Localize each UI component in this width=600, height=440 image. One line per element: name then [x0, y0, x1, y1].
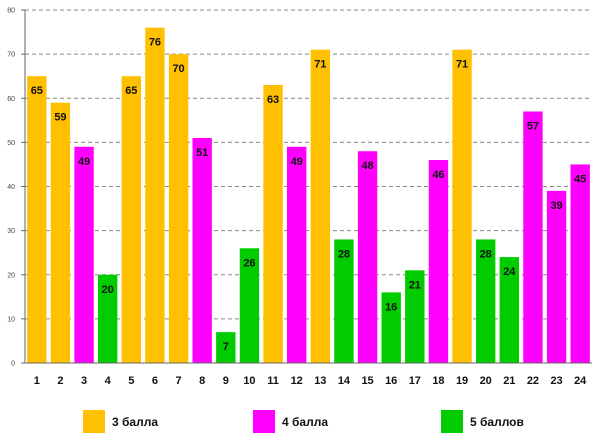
data-label: 49	[291, 156, 303, 168]
x-tick-label: 12	[291, 375, 303, 387]
x-tick-label: 24	[574, 375, 587, 387]
bar	[239, 248, 260, 363]
data-label: 24	[503, 266, 516, 278]
data-label: 57	[527, 120, 539, 132]
x-tick-label: 20	[480, 375, 492, 387]
x-tick-label: 19	[456, 375, 468, 387]
y-tick-label: 20	[7, 272, 15, 279]
bars: 65 59 49 20 65 76 70 51 7 26 63 49 71 28 48 16 21 46 71 28 2…	[27, 27, 590, 364]
bar	[546, 190, 567, 363]
y-tick-label: 30	[7, 228, 15, 235]
legend-swatch	[83, 410, 105, 433]
grid-lines	[25, 9, 592, 320]
x-tick-label: 18	[432, 375, 444, 387]
x-axis-ticks: 1 2 3 4 5 6 7 8 9 10 11 12 13 14 15 16 17 18 19 20 21 22 23 24	[34, 375, 587, 387]
x-tick-label: 1	[34, 375, 40, 387]
data-label: 20	[102, 284, 114, 296]
data-label: 71	[456, 59, 468, 71]
bar	[570, 164, 590, 363]
data-label: 28	[338, 248, 350, 260]
x-tick-label: 9	[223, 375, 229, 387]
bar	[145, 27, 165, 364]
data-label: 65	[31, 85, 43, 97]
bar	[310, 49, 330, 364]
data-label: 63	[267, 94, 279, 106]
x-tick-label: 5	[128, 375, 134, 387]
bar	[334, 239, 354, 363]
y-tick-label: 0	[11, 361, 15, 368]
bar	[263, 85, 283, 363]
legend: 3 балла 4 балла 5 баллов	[83, 410, 524, 433]
x-tick-label: 22	[527, 375, 539, 387]
bar	[357, 151, 378, 363]
x-tick-label: 14	[338, 375, 351, 387]
bar	[121, 76, 141, 363]
data-label: 59	[54, 112, 66, 124]
data-label: 71	[314, 59, 326, 71]
x-tick-label: 11	[267, 375, 279, 387]
y-tick-label: 60	[7, 96, 15, 103]
x-tick-label: 15	[361, 375, 373, 387]
legend-label: 3 балла	[112, 415, 158, 429]
x-tick-label: 6	[152, 375, 158, 387]
x-tick-label: 16	[385, 375, 397, 387]
axes	[21, 9, 592, 364]
data-label: 46	[432, 169, 444, 181]
bar	[98, 274, 118, 363]
bar	[499, 257, 519, 363]
x-tick-label: 2	[57, 375, 63, 387]
y-tick-label: 50	[7, 140, 15, 147]
x-tick-label: 10	[243, 375, 255, 387]
x-tick-label: 21	[503, 375, 515, 387]
data-label: 65	[125, 85, 137, 97]
x-tick-label: 7	[176, 375, 182, 387]
data-label: 39	[550, 200, 562, 212]
data-label: 16	[385, 301, 397, 313]
y-tick-label: 80	[7, 8, 15, 15]
data-label: 21	[409, 279, 421, 291]
x-tick-label: 23	[550, 375, 562, 387]
bar	[168, 54, 189, 363]
data-label: 48	[361, 160, 373, 172]
y-tick-label: 70	[7, 52, 15, 59]
bar	[405, 270, 425, 363]
x-tick-label: 13	[314, 375, 326, 387]
data-label: 45	[574, 173, 586, 185]
legend-swatch	[253, 410, 275, 433]
x-tick-label: 4	[105, 375, 112, 387]
bar	[381, 292, 401, 363]
y-tick-label: 10	[7, 316, 15, 323]
bar	[452, 49, 472, 364]
data-label: 28	[480, 248, 492, 260]
bar	[74, 146, 94, 363]
bar	[476, 239, 496, 363]
x-tick-label: 3	[81, 375, 87, 387]
y-axis-ticks: 0 10 20 30 40 50 60 70 80	[7, 8, 15, 368]
x-tick-label: 8	[199, 375, 205, 387]
x-tick-label: 17	[409, 375, 421, 387]
bar	[216, 332, 236, 363]
bar	[192, 137, 212, 363]
data-label: 51	[196, 147, 208, 159]
data-label: 76	[149, 37, 161, 49]
legend-label: 5 баллов	[470, 415, 524, 429]
bar	[428, 160, 449, 363]
data-label: 70	[172, 63, 184, 75]
bar	[50, 102, 71, 363]
y-tick-label: 40	[7, 184, 15, 191]
bar	[523, 111, 543, 363]
data-label: 26	[243, 257, 255, 269]
data-label: 49	[78, 156, 90, 168]
legend-label: 4 балла	[282, 415, 328, 429]
legend-swatch	[441, 410, 463, 433]
bar	[27, 76, 47, 363]
bar	[287, 146, 307, 363]
data-label: 7	[223, 341, 229, 353]
